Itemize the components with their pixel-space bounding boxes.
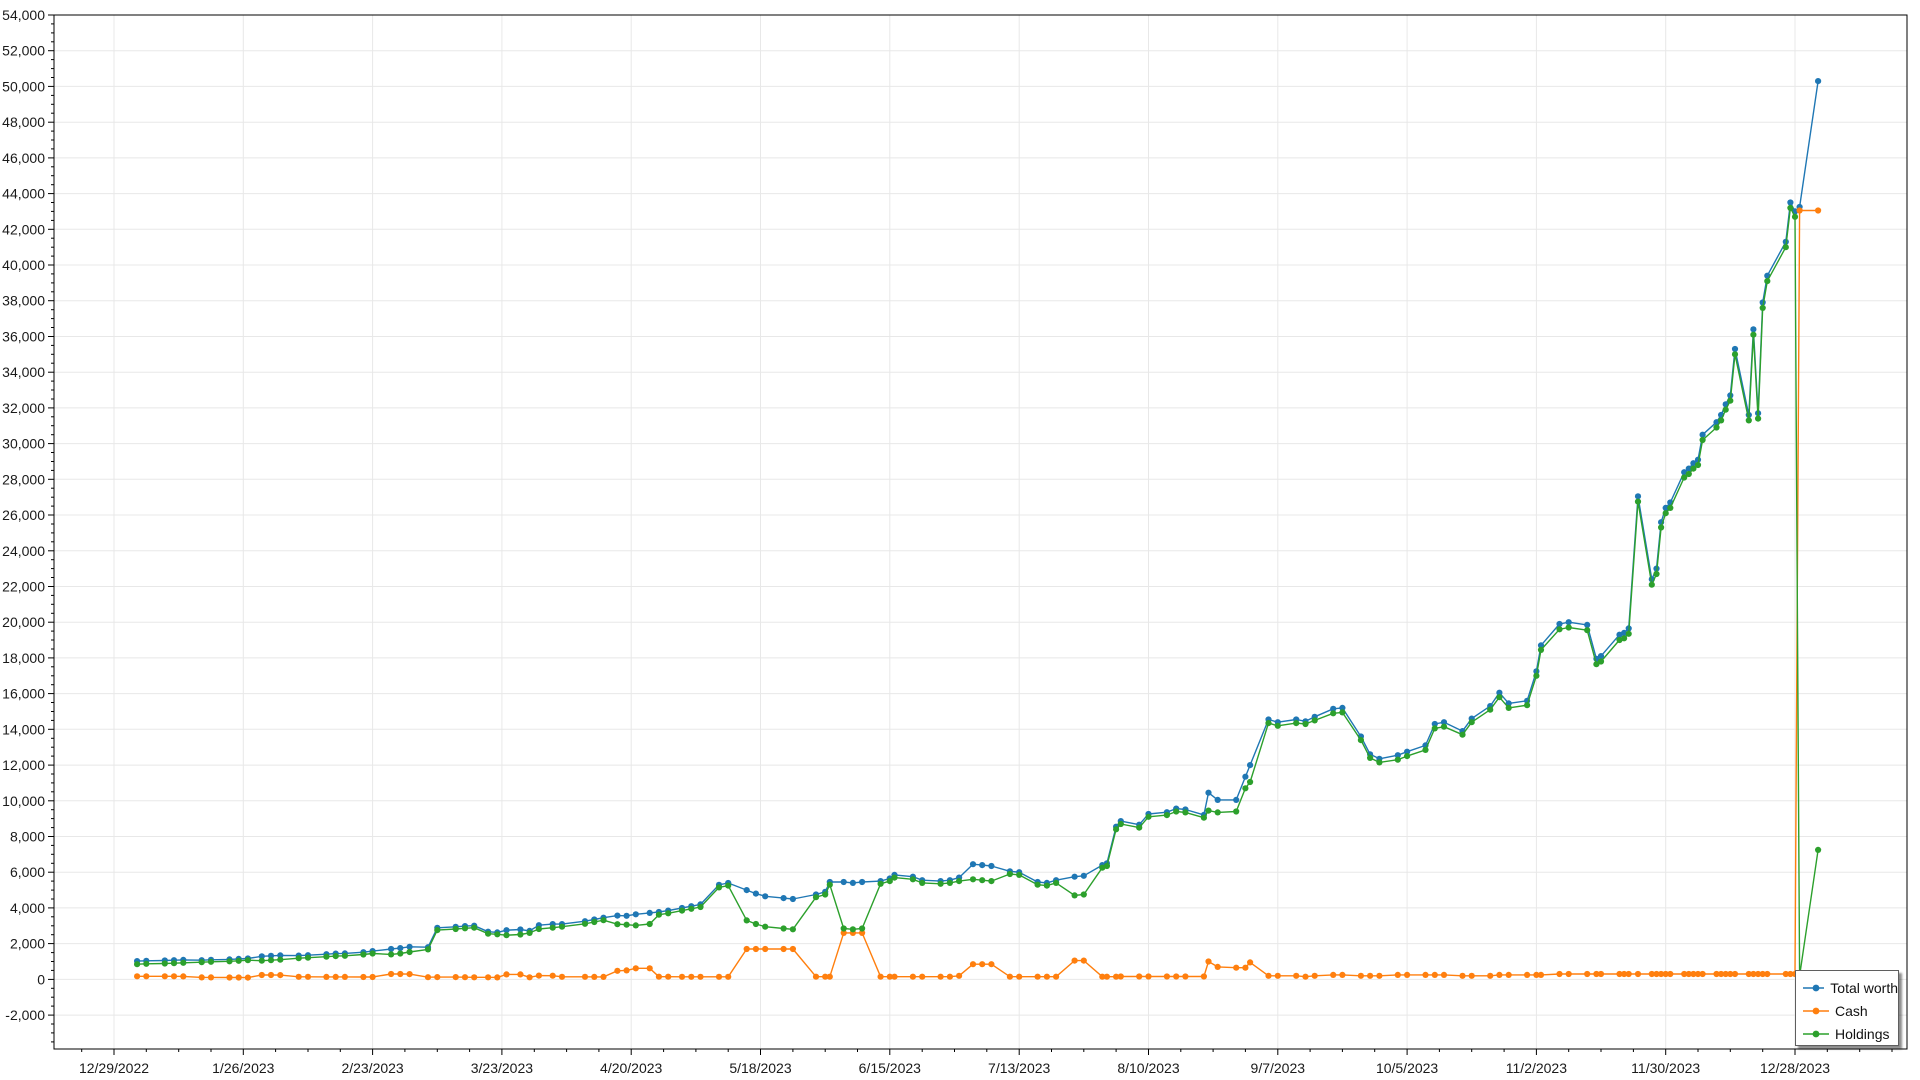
y-tick-label: 26,000	[2, 507, 45, 523]
x-tick-label: 8/10/2023	[1117, 1060, 1179, 1076]
y-tick-label: 10,000	[2, 793, 45, 809]
plot-border	[53, 14, 1908, 1050]
x-tick-label: 3/23/2023	[471, 1060, 533, 1076]
y-tick-label: 16,000	[2, 686, 45, 702]
legend-label-cash: Cash	[1835, 1002, 1868, 1019]
legend-marker-total-worth	[1803, 984, 1825, 991]
legend-label-holdings: Holdings	[1835, 1025, 1890, 1042]
x-tick-label: 10/5/2023	[1376, 1060, 1438, 1076]
x-tick-label: 12/28/2023	[1760, 1060, 1830, 1076]
y-tick-label: 44,000	[2, 186, 45, 202]
y-tick-label: 22,000	[2, 579, 45, 595]
x-tick-label: 12/29/2022	[79, 1060, 149, 1076]
y-tick-label: -2,000	[5, 1007, 45, 1023]
y-tick-label: 8,000	[10, 829, 45, 845]
x-tick-label: 5/18/2023	[729, 1060, 791, 1076]
series-markers-cash	[134, 207, 1822, 981]
y-gridlines	[54, 14, 1907, 1016]
series-holdings	[134, 204, 1822, 979]
y-tick-label: 14,000	[2, 721, 45, 737]
x-tick-label: 9/7/2023	[1251, 1060, 1306, 1076]
y-tick-label: 0	[37, 971, 45, 987]
y-tick-label: 4,000	[10, 900, 45, 916]
y-tick-label: 46,000	[2, 150, 45, 166]
y-tick-label: 24,000	[2, 543, 45, 559]
x-tick-label: 1/26/2023	[212, 1060, 274, 1076]
y-tick-label: 52,000	[2, 43, 45, 59]
legend-item-holdings: Holdings	[1803, 1023, 1898, 1044]
legend-marker-cash	[1803, 1007, 1829, 1014]
y-tick-label: 6,000	[10, 864, 45, 880]
series-cash	[134, 207, 1822, 981]
y-tick-label: 36,000	[2, 329, 45, 345]
legend-item-cash: Cash	[1803, 1000, 1898, 1021]
x-axis-ticks: 12/29/2022 1/26/2023 2/23/2023 3/23/2023 4/2…	[79, 1049, 1893, 1076]
legend-item-total-worth: Total worth	[1803, 977, 1898, 998]
y-tick-label: 28,000	[2, 471, 45, 487]
y-tick-label: 18,000	[2, 650, 45, 666]
legend-marker-holdings	[1803, 1030, 1829, 1037]
chart-legend: Total worth Cash Holdings	[1795, 970, 1899, 1046]
y-tick-label: 2,000	[10, 936, 45, 952]
y-tick-label: 42,000	[2, 221, 45, 237]
x-tick-label: 11/30/2023	[1631, 1060, 1700, 1076]
series-markers-holdings	[134, 204, 1822, 979]
y-tick-label: 20,000	[2, 614, 45, 630]
y-tick-label: 38,000	[2, 293, 45, 309]
y-tick-label: 40,000	[2, 257, 45, 273]
x-tick-label: 11/2/2023	[1506, 1060, 1567, 1076]
y-tick-label: 12,000	[2, 757, 45, 773]
y-tick-label: 48,000	[2, 114, 45, 130]
x-tick-label: 6/15/2023	[859, 1060, 921, 1076]
y-tick-label: 50,000	[2, 78, 45, 94]
x-tick-label: 2/23/2023	[341, 1060, 403, 1076]
y-tick-label: 54,000	[2, 7, 45, 23]
x-tick-label: 7/13/2023	[988, 1060, 1050, 1076]
y-axis-ticks: -2,000 0 2,000 4,000 6,000 8,000 10,000 12,000 1…	[2, 7, 54, 1043]
y-tick-label: 32,000	[2, 400, 45, 416]
y-tick-label: 34,000	[2, 364, 45, 380]
x-tick-label: 4/20/2023	[600, 1060, 662, 1076]
legend-label-total-worth: Total worth	[1830, 979, 1898, 996]
y-tick-label: 30,000	[2, 436, 45, 452]
plot-area[interactable]	[54, 15, 1907, 1049]
